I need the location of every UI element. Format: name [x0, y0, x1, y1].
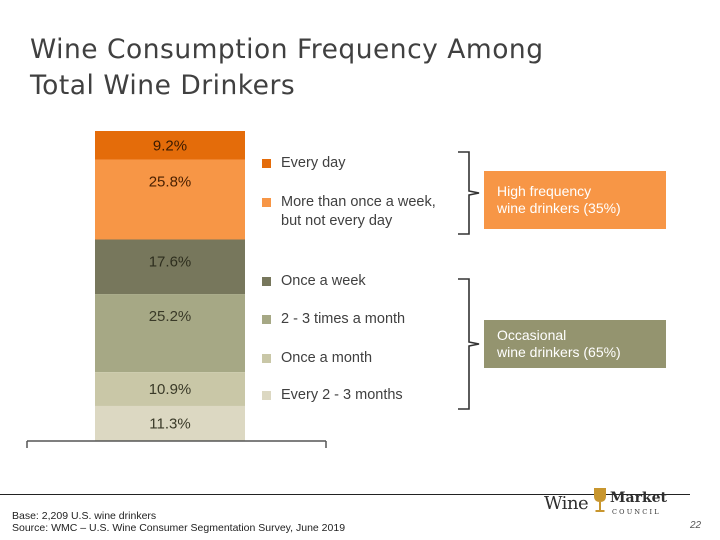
bar-segment-0	[95, 131, 245, 160]
page-number: 22	[690, 520, 702, 531]
bar-label-0: 9.2%	[153, 137, 187, 154]
legend-label-every-day: Every day	[281, 155, 346, 171]
bar-data-labels: 9.2% 25.8% 17.6% 25.2% 10.9% 11.3%	[149, 137, 192, 432]
wine-glass-icon	[594, 488, 606, 512]
legend-swatch-once-a-month	[262, 354, 271, 363]
page-title-line1: Wine Consumption Frequency Among	[30, 34, 544, 65]
footnote-source: Source: WMC – U.S. Wine Consumer Segment…	[12, 522, 346, 534]
wine-market-council-logo: Wine Market COUNCIL	[544, 486, 668, 518]
bar-label-2: 17.6%	[149, 254, 192, 271]
high-frequency-label: High frequency wine drinkers (35%)	[497, 183, 621, 217]
bar-segment-4	[95, 372, 245, 406]
occasional-label: Occasional wine drinkers (65%)	[497, 327, 621, 361]
logo-council-text: COUNCIL	[612, 508, 661, 516]
high-frequency-box: High frequency wine drinkers (35%)	[484, 171, 666, 229]
occasional-line1: Occasional	[497, 327, 567, 343]
page-title: Wine Consumption Frequency Among Total W…	[30, 32, 670, 104]
bar-label-3: 25.2%	[149, 308, 192, 325]
legend-label-line1: More than once a week,	[281, 194, 436, 210]
bar-segment-2	[95, 239, 245, 295]
bar-label-1: 25.8%	[149, 174, 192, 191]
high-frequency-line2: wine drinkers (35%)	[497, 200, 621, 216]
legend-label-line2: but not every day	[281, 213, 393, 229]
footnote-base: Base: 2,209 U.S. wine drinkers	[12, 510, 157, 522]
high-frequency-line1: High frequency	[497, 183, 592, 199]
legend-swatch-once-a-week	[262, 277, 271, 286]
bar-label-4: 10.9%	[149, 381, 192, 398]
logo-market-text: Market	[610, 490, 668, 506]
legend-label-once-a-month: Once a month	[281, 350, 373, 366]
x-axis	[26, 440, 327, 448]
legend-label-once-a-week: Once a week	[281, 273, 366, 289]
bar-segment-1	[95, 159, 245, 240]
legend-label-2-3-times-a-month: 2 - 3 times a month	[281, 311, 406, 327]
legend-label-every-2-3-months: Every 2 - 3 months	[281, 387, 403, 403]
occasional-line2: wine drinkers (65%)	[497, 344, 621, 360]
legend-swatch-every-day	[262, 159, 271, 168]
bar-segment-3	[95, 294, 245, 373]
legend-label-more-than-once-a-week: More than once a week, but not every day	[281, 193, 436, 231]
occasional-box: Occasional wine drinkers (65%)	[484, 320, 666, 368]
high-frequency-bracket	[458, 151, 480, 235]
legend-swatch-2-3-times-a-month	[262, 315, 271, 324]
bar-segment-5	[95, 405, 245, 441]
bar-label-5: 11.3%	[149, 415, 190, 432]
bar-segments	[95, 131, 245, 441]
logo-wine-text: Wine	[544, 493, 589, 514]
legend-swatch-every-2-3-months	[262, 391, 271, 400]
page-title-line2: Total Wine Drinkers	[30, 70, 296, 101]
footer-divider-gap	[0, 500, 178, 540]
legend-swatch-more-than-once-a-week	[262, 198, 271, 207]
occasional-bracket	[458, 278, 480, 410]
footnote: Base: 2,209 U.S. wine drinkers Source: W…	[12, 510, 345, 534]
footer-divider	[0, 494, 690, 495]
